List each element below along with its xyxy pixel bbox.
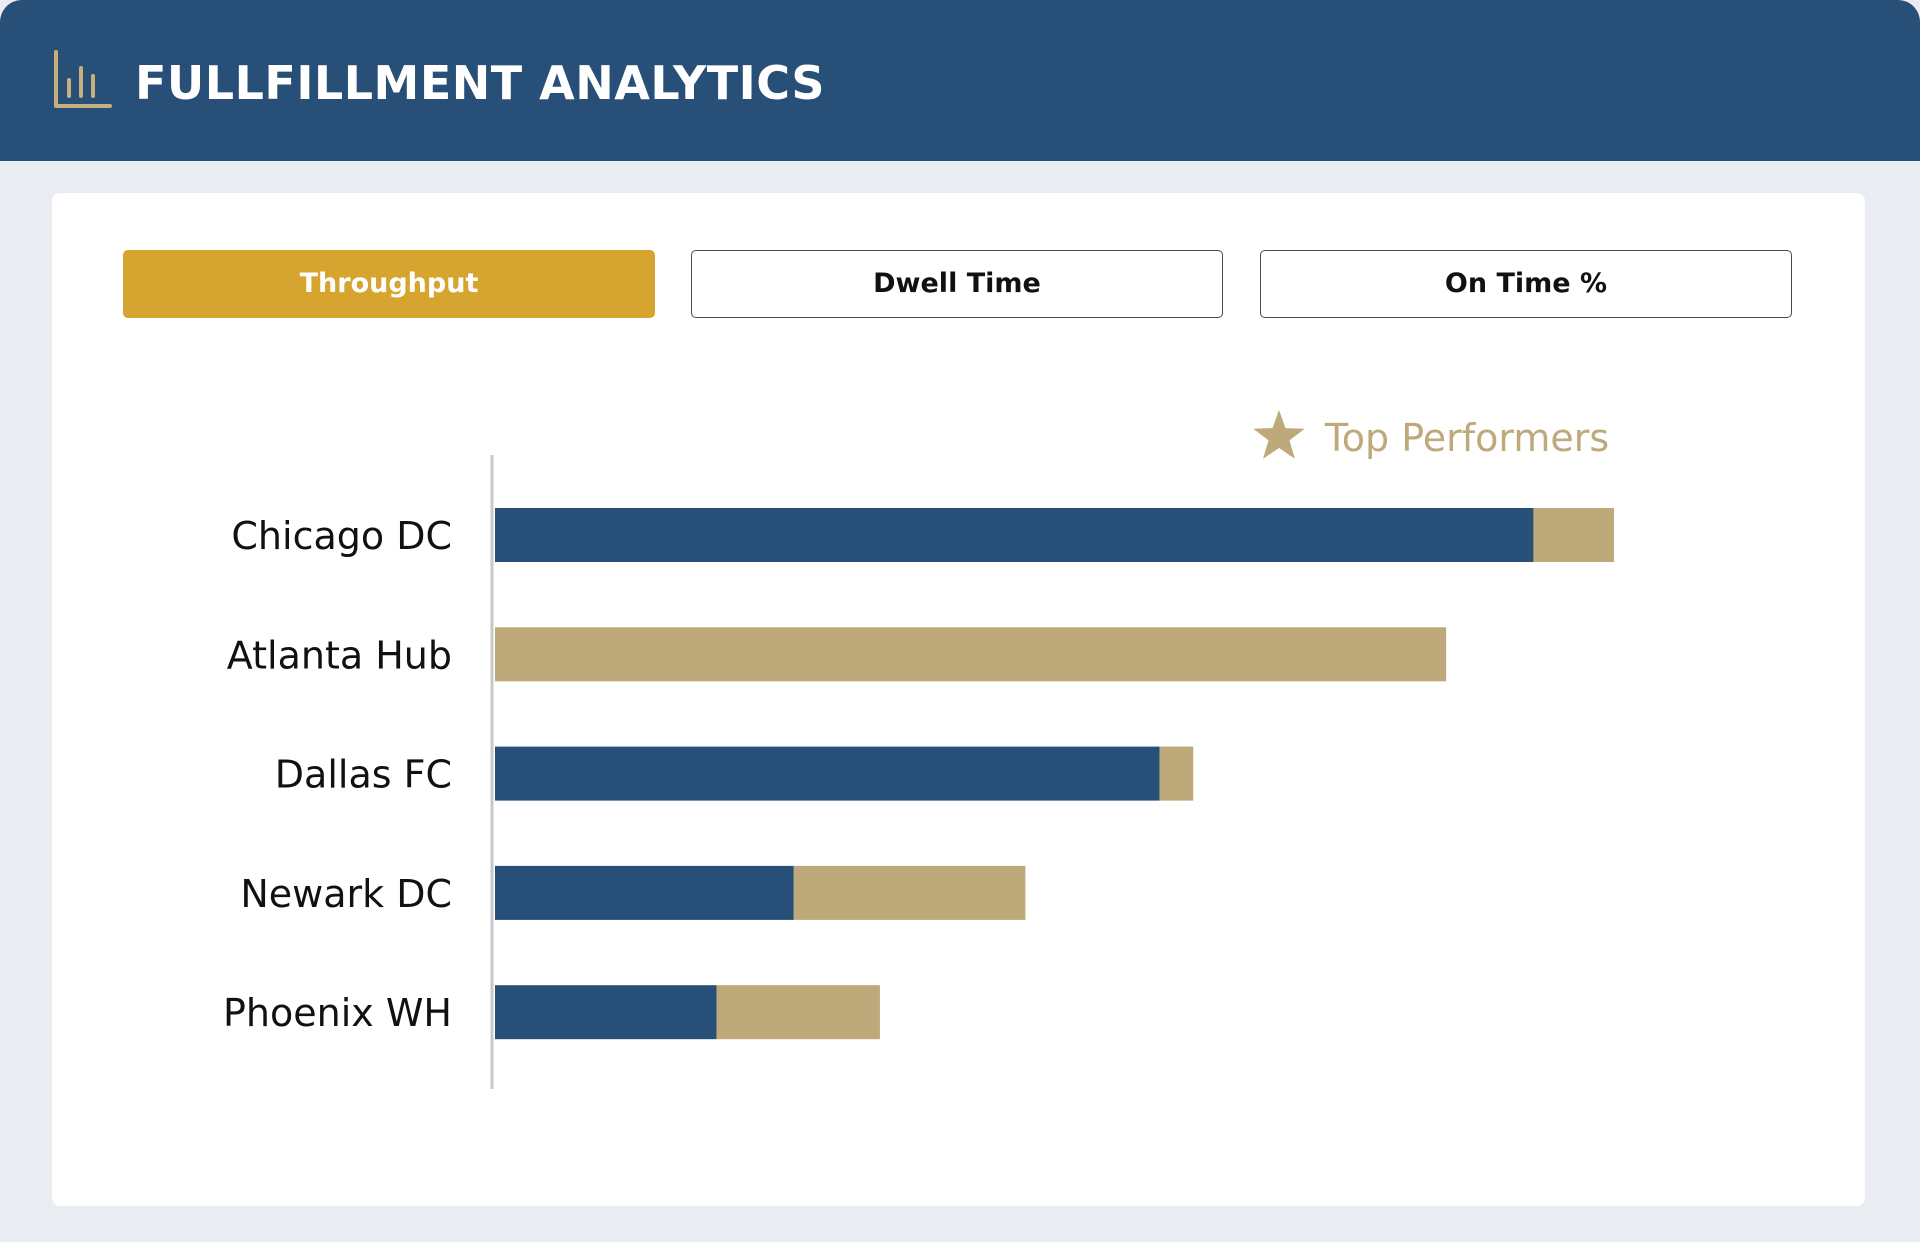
bar-segment-2: [1533, 508, 1614, 562]
bar-segment-1: [495, 985, 717, 1040]
tab-on-time[interactable]: On Time %: [1260, 250, 1792, 318]
category-label: Chicago DC: [231, 514, 452, 558]
bar-segment-2: [793, 865, 1026, 920]
bar-segment-1: [495, 746, 1160, 801]
star-icon: [1253, 410, 1305, 459]
chart-card: Throughput Dwell Time On Time % Top Perf…: [52, 193, 1865, 1206]
bar-segment-2: [716, 985, 880, 1040]
throughput-chart: Top Performers Chicago DC Atlanta Hub Dall…: [223, 410, 1614, 1089]
category-label: Atlanta Hub: [227, 633, 452, 677]
page-title: FULLFILLMENT ANALYTICS: [135, 56, 826, 110]
app-header: FULLFILLMENT ANALYTICS: [0, 0, 1920, 161]
bar-segment-1: [495, 865, 794, 920]
bar-segment-2: [1159, 746, 1194, 801]
category-label: Phoenix WH: [223, 991, 452, 1035]
category-label: Dallas FC: [275, 753, 452, 797]
tab-dwell-time[interactable]: Dwell Time: [691, 250, 1223, 318]
bars-group: [495, 508, 1614, 1040]
category-label: Newark DC: [240, 872, 452, 916]
legend-label: Top Performers: [1324, 416, 1609, 460]
category-labels: Chicago DC Atlanta Hub Dallas FC Newark DC P…: [223, 514, 452, 1035]
tab-throughput[interactable]: Throughput: [123, 250, 655, 318]
chart-legend: Top Performers: [1253, 410, 1609, 460]
bar-segment-1: [495, 508, 1534, 562]
bar-segment-2: [495, 627, 1447, 682]
bar-chart-icon: [54, 50, 112, 108]
